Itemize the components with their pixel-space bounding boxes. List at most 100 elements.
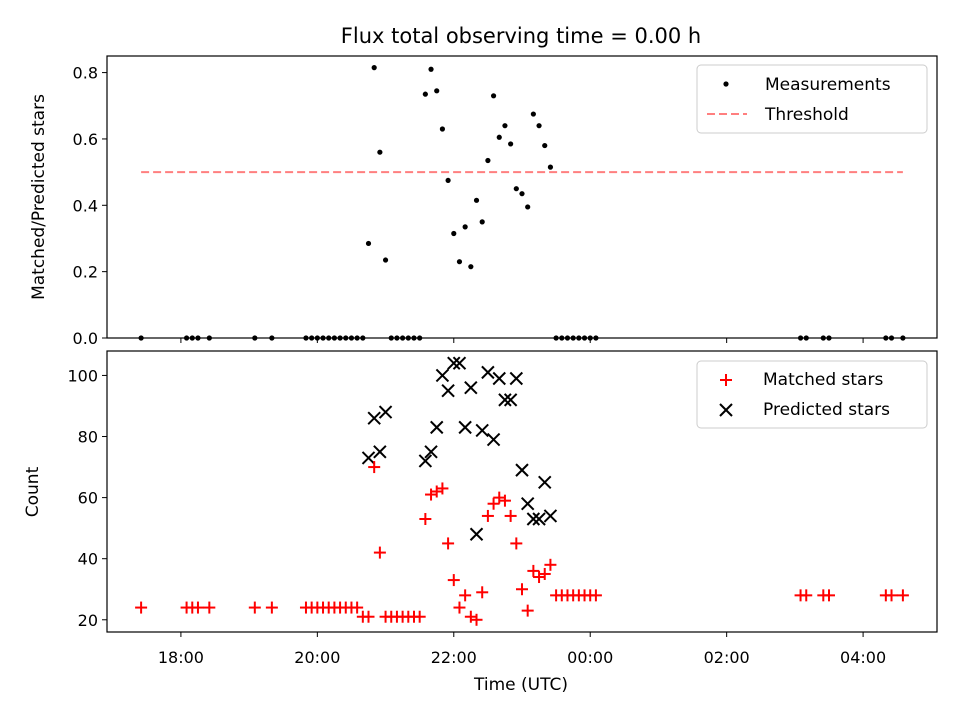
bottom-plot-frame: [106, 350, 938, 633]
matched-star-point: [447, 574, 460, 587]
bottom-y-tick-label: 20: [78, 611, 98, 630]
measurement-point: [536, 123, 542, 129]
predicted-star-point: [469, 527, 484, 541]
predicted-star-point: [367, 411, 381, 425]
matched-star-point: [476, 586, 489, 599]
top-y-tick-label: 0.2: [73, 263, 98, 282]
matched-star-point: [896, 589, 909, 602]
top-y-axis: 0.0 0.2 0.4 0.6 0.8: [73, 64, 107, 348]
matched-star-point: [544, 558, 557, 571]
matched-star-point: [589, 589, 602, 602]
matched-star-point: [351, 601, 364, 614]
matched-star-point: [521, 604, 534, 617]
matched-star-point: [470, 613, 483, 626]
matched-star-point: [373, 546, 386, 559]
matched-star-point: [516, 583, 528, 596]
top-y-axis-label: Matched/Predicted stars: [29, 94, 49, 300]
measurement-point: [428, 66, 434, 72]
predicted-star-point: [503, 393, 518, 407]
predicted-star-point: [447, 356, 461, 370]
matched-star-point: [368, 461, 381, 474]
measurement-point: [502, 123, 508, 129]
matched-star-point: [800, 589, 813, 602]
bottom-legend-box: [696, 360, 928, 429]
measurement-point: [473, 197, 480, 203]
predicted-star-point: [481, 365, 495, 380]
top-legend-box: [696, 64, 928, 134]
top-y-tick-label: 0.6: [73, 130, 98, 149]
legend-measurements-marker: [723, 81, 729, 87]
measurement-point: [508, 141, 514, 147]
matched-star-point: [498, 494, 511, 507]
bottom-y-tick-label: 100: [67, 366, 98, 385]
predicted-star-point: [515, 463, 529, 477]
measurement-point: [377, 149, 383, 155]
matched-stars-layer: [135, 461, 909, 626]
x-tick-label: 04:00: [840, 648, 886, 667]
matched-star-point: [413, 610, 426, 623]
predicted-star-point: [441, 383, 455, 398]
measurement-point: [519, 191, 525, 197]
bottom-y-tick-label: 80: [78, 428, 98, 447]
bottom-y-tick-label: 40: [78, 550, 98, 569]
measurement-point: [468, 264, 474, 270]
predicted-star-point: [538, 475, 552, 490]
legend-predicted-label: Predicted stars: [763, 400, 890, 420]
measurement-point: [513, 186, 519, 192]
predicted-star-point: [464, 380, 478, 395]
matched-star-point: [203, 601, 216, 614]
x-tick-label: 02:00: [704, 648, 750, 667]
predicted-star-point: [435, 368, 450, 383]
predicted-star-point: [520, 497, 535, 511]
bottom-x-axis: 18:00 20:00 22:00 00:00 02:00 04:00: [158, 632, 886, 667]
matched-star-point: [265, 601, 278, 614]
predicted-star-point: [430, 420, 444, 435]
matched-star-point: [538, 567, 551, 580]
measurement-point: [445, 177, 451, 184]
x-tick-label: 22:00: [431, 648, 477, 667]
matched-star-point: [527, 564, 540, 577]
x-tick-label: 00:00: [567, 648, 613, 667]
predicted-star-point: [424, 445, 438, 459]
measurement-point: [365, 240, 372, 247]
matched-star-point: [510, 537, 523, 550]
measurement-point: [525, 204, 531, 210]
predicted-star-point: [532, 512, 546, 526]
predicted-star-point: [458, 420, 472, 435]
top-x-axis: [180, 338, 864, 343]
legend-threshold-label: Threshold: [764, 105, 849, 125]
top-plot-frame: [106, 55, 938, 339]
bottom-y-axis: 20 40 60 80 100: [67, 366, 107, 630]
matched-star-point: [453, 601, 466, 614]
matched-star-point: [885, 589, 898, 602]
top-y-tick-label: 0.8: [73, 64, 98, 83]
measurement-point: [434, 88, 440, 94]
predicted-star-point: [378, 405, 393, 419]
matched-star-point: [487, 497, 500, 510]
top-legend: Measurements Threshold: [696, 64, 928, 134]
measurement-point: [439, 126, 446, 132]
measurement-point: [547, 164, 554, 170]
matched-star-point: [191, 601, 204, 614]
legend-matched-label: Matched stars: [763, 370, 883, 390]
predicted-star-point: [475, 423, 489, 438]
matched-star-point: [822, 589, 835, 602]
matched-star-point: [504, 509, 517, 522]
matched-star-point: [362, 610, 375, 623]
bottom-y-tick-label: 60: [78, 489, 98, 508]
predicted-star-point: [373, 445, 387, 459]
predicted-star-point: [452, 356, 467, 370]
measurement-point: [451, 230, 457, 237]
measurement-point: [382, 257, 389, 263]
measurement-point: [422, 91, 428, 97]
measurement-point: [490, 93, 497, 99]
measurement-point: [530, 111, 536, 117]
predicted-star-point: [492, 371, 506, 386]
top-y-tick-label: 0.4: [73, 196, 98, 215]
measurement-point: [462, 224, 468, 230]
predicted-star-point: [418, 454, 433, 468]
chart-title: Flux total observing time = 0.00 h: [341, 24, 701, 48]
bottom-panel: 20 40 60 80 100 18:00 20:00 22:00 00:00 02:00 04:…: [23, 350, 938, 695]
matched-star-point: [135, 601, 148, 614]
x-tick-label: 20:00: [294, 648, 340, 667]
